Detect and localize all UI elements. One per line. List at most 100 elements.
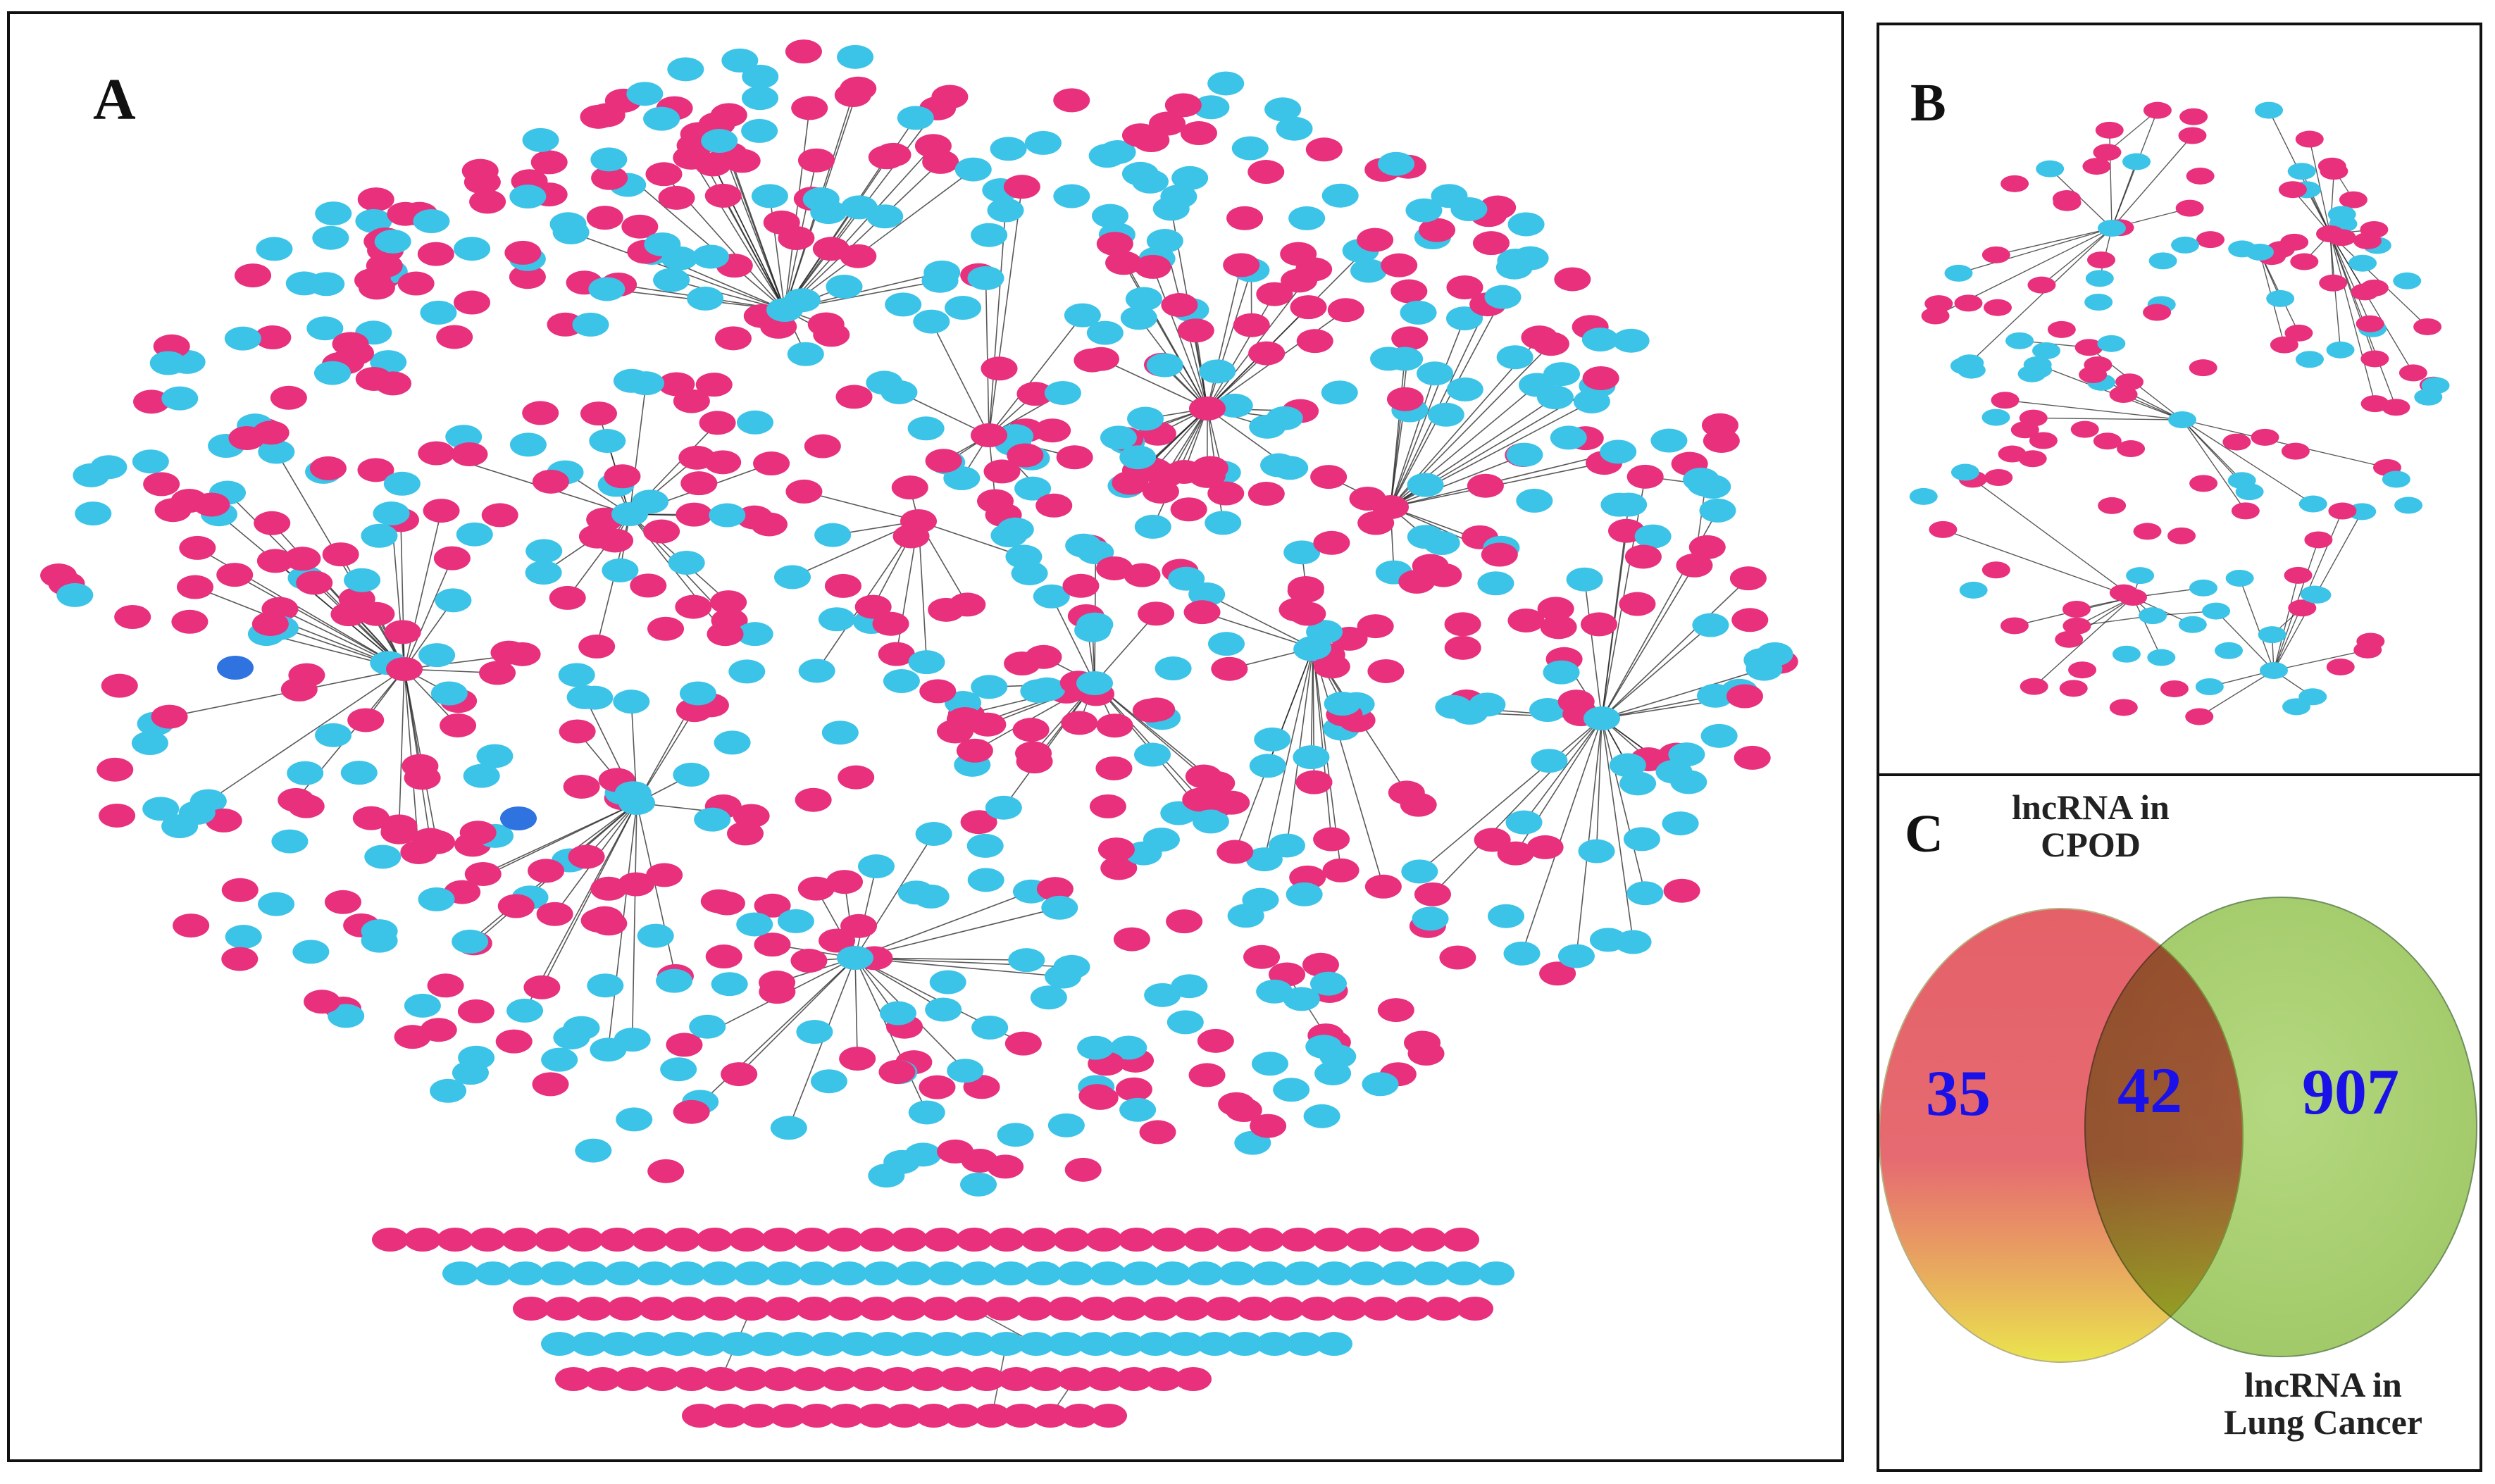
lncrna-node: [417, 242, 454, 266]
gene-node: [1254, 727, 1291, 752]
gene-node: [643, 106, 680, 131]
lncrna-node: [1105, 251, 1143, 275]
lncrna-node: [463, 170, 501, 194]
gene-node: [588, 277, 626, 301]
lncrna-node: [563, 774, 600, 799]
gene-node: [1074, 618, 1112, 642]
gene-node: [1446, 377, 1483, 401]
gene-node: [958, 1332, 995, 1356]
lncrna-node: [1446, 275, 1483, 300]
gene-node: [1505, 810, 1543, 835]
gene-node: [1045, 964, 1082, 989]
network-edge: [2005, 399, 2183, 420]
lncrna-node: [2284, 324, 2313, 342]
gene-node: [736, 622, 773, 647]
gene-node: [1412, 906, 1449, 931]
lncrna-node: [2070, 420, 2099, 438]
gene-node: [258, 892, 295, 916]
network-edge: [2132, 597, 2162, 658]
lncrna-node: [1086, 1367, 1124, 1391]
network-edge: [1390, 454, 1525, 508]
gene-node: [1700, 723, 1738, 748]
lncrna-node: [1161, 293, 1198, 318]
network-edge: [404, 558, 453, 670]
lncrna-node: [630, 573, 667, 598]
network-edge: [2049, 168, 2113, 229]
gene-node: [1155, 656, 1192, 681]
gene-node: [56, 582, 94, 607]
lncrna-node: [821, 1367, 858, 1391]
gene-node: [1146, 229, 1183, 254]
gene-node: [1137, 1332, 1174, 1356]
lncrna-node: [1250, 1114, 1287, 1138]
venn-right-title-line-2: Lung Cancer: [2224, 1402, 2422, 1442]
gene-node: [1119, 445, 1157, 470]
venn-diagram: [1879, 897, 2477, 1363]
lncrna-node: [522, 401, 559, 425]
network-edge: [2215, 611, 2275, 671]
network-edge: [404, 599, 454, 670]
lncrna-node: [1404, 1030, 1441, 1055]
gene-node: [943, 466, 981, 490]
lncrna-node: [575, 1297, 613, 1321]
network-edge: [1601, 578, 1749, 719]
gene-node: [1295, 636, 1331, 660]
lncrna-node: [235, 263, 272, 288]
gene-node: [474, 1261, 511, 1285]
lncrna-node: [1248, 1228, 1285, 1252]
network-edge: [2182, 419, 2314, 505]
network-edge: [1390, 297, 1504, 508]
lncrna-node: [1175, 1367, 1212, 1391]
gene-node: [1600, 492, 1638, 517]
lncrna-node: [968, 1367, 1005, 1391]
lncrna-node: [714, 326, 752, 351]
lncrna-node: [347, 708, 385, 732]
lncrna-node: [840, 914, 878, 938]
lncrna-node: [759, 980, 796, 1004]
venn-left-set-title: lncRNA in CPOD: [1936, 789, 2246, 863]
network-edge: [1584, 579, 1603, 719]
lncrna-node: [1580, 612, 1617, 637]
lncrna-node: [890, 1297, 927, 1321]
lncrna-node: [2143, 304, 2172, 321]
lncrna-node: [1624, 544, 1662, 569]
network-edge: [2106, 110, 2158, 153]
lncrna-node: [646, 863, 683, 887]
network-b-graph: [1909, 101, 2450, 725]
lncrna-node: [280, 677, 318, 702]
gene-node: [1581, 328, 1619, 352]
gene-node: [988, 1332, 1025, 1356]
gene-node: [1077, 1332, 1114, 1356]
lncrna-node: [1425, 1297, 1462, 1321]
gene-node: [1146, 353, 1183, 378]
gene-node: [373, 501, 410, 526]
gene-node: [668, 1261, 706, 1285]
gene-node: [741, 118, 778, 143]
lncrna-node: [1663, 878, 1700, 903]
gene-node: [1226, 1332, 1264, 1356]
gene-node: [1619, 771, 1657, 796]
lncrna-node: [769, 1404, 807, 1428]
lncrna-node: [643, 1367, 680, 1391]
gene-node: [837, 44, 874, 69]
lncrna-node: [621, 214, 659, 239]
gene-node: [476, 744, 514, 768]
gene-node: [539, 1261, 576, 1285]
network-edge: [1312, 647, 1384, 887]
lncrna-node: [1061, 711, 1098, 735]
gene-node: [1251, 1052, 1288, 1076]
lncrna-node: [878, 1059, 916, 1084]
network-edge: [1972, 478, 2134, 598]
lncrna-node: [850, 1367, 888, 1391]
lncrna-node: [1457, 1297, 1493, 1321]
gene-node: [1543, 362, 1581, 387]
lncrna-node: [509, 265, 546, 289]
lncrna-node: [2319, 274, 2348, 292]
gene-node: [1381, 1261, 1418, 1285]
lncrna-node: [337, 341, 374, 366]
network-edge: [2309, 139, 2331, 235]
lncrna-node: [1367, 659, 1405, 683]
lncrna-node: [1025, 644, 1062, 669]
lncrna-node: [2029, 432, 2058, 449]
gene-node: [1196, 1332, 1233, 1356]
